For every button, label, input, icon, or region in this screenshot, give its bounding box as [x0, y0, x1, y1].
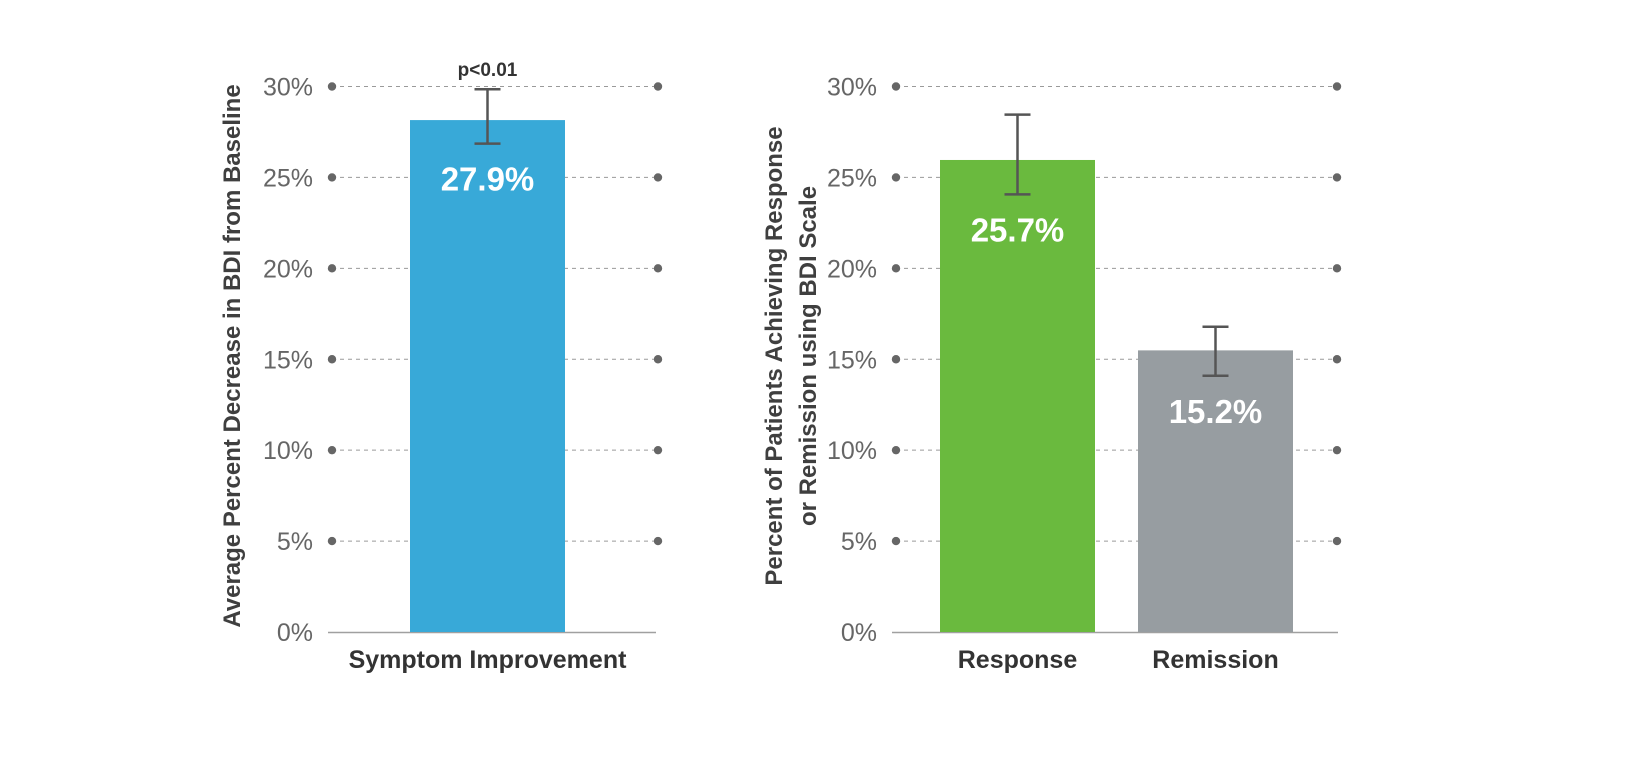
y-tick-label: 10% — [827, 437, 877, 465]
grid-dot-right — [653, 445, 663, 455]
grid-dot-left — [891, 173, 901, 182]
bar-response — [940, 159, 1095, 632]
bar-remission — [1138, 350, 1293, 632]
chart-response-remission: 0% 5% 10% 15% 20% 25% 30% 25.7% Response 15.2% Rem… — [761, 74, 1342, 674]
y-axis-title: Average Percent Decrease in BDI from Bas… — [219, 84, 246, 627]
y-axis-title-line: or Remission using BDI Scale — [795, 186, 822, 526]
p-value-annotation: p<0.01 — [458, 60, 518, 81]
y-tick-label: 0% — [277, 619, 313, 647]
grid-dot-left — [891, 82, 901, 91]
grid-dot-right — [653, 536, 663, 546]
data-label: 25.7% — [971, 211, 1065, 248]
grid-dot-left — [327, 445, 337, 455]
y-tick-label: 5% — [841, 528, 877, 556]
grid-dot-left — [327, 355, 337, 364]
grid-dot-right — [1332, 264, 1342, 273]
y-tick-label: 10% — [263, 437, 313, 465]
y-tick-label: 15% — [827, 346, 877, 374]
chart-symptom-improvement: 0% 5% 10% 15% 20% 25% 30% 27.9% Symptom Improvem… — [219, 60, 663, 674]
y-tick-label: 25% — [827, 164, 877, 192]
data-label: 27.9% — [441, 161, 535, 198]
grid-dot-right — [653, 264, 663, 273]
grid-dot-left — [891, 264, 901, 273]
grid-dot-left — [891, 445, 901, 455]
grid-dot-right — [653, 173, 663, 182]
grid-dot-right — [1332, 173, 1342, 182]
grid-dot-left — [891, 536, 901, 546]
grid-dot-right — [653, 355, 663, 364]
y-tick-label: 20% — [263, 255, 313, 283]
grid-dot-right — [1332, 82, 1342, 91]
grid-dot-right — [1332, 445, 1342, 455]
y-axis-title: Percent of Patients Achieving Response or… — [761, 126, 822, 585]
grid-dot-left — [327, 82, 337, 91]
y-tick-label: 25% — [263, 164, 313, 192]
y-tick-label: 5% — [277, 528, 313, 556]
grid-dot-left — [327, 173, 337, 182]
grid-dot-left — [891, 355, 901, 364]
y-axis-title-line: Percent of Patients Achieving Response — [761, 126, 788, 585]
grid-dot-right — [1332, 355, 1342, 364]
data-label: 15.2% — [1169, 393, 1263, 430]
x-category-label: Symptom Improvement — [349, 646, 628, 674]
x-category-label: Remission — [1152, 646, 1278, 674]
y-tick-label: 0% — [841, 619, 877, 647]
y-tick-label: 30% — [827, 74, 877, 102]
grid-dot-left — [327, 536, 337, 546]
y-tick-label: 20% — [827, 255, 877, 283]
y-tick-label: 30% — [263, 74, 313, 102]
x-category-label: Response — [958, 646, 1078, 674]
grid-dot-left — [327, 264, 337, 273]
grid-dot-right — [653, 82, 663, 91]
bar-symptom-improvement — [410, 120, 565, 632]
y-tick-label: 15% — [263, 346, 313, 374]
grid-dot-right — [1332, 536, 1342, 546]
